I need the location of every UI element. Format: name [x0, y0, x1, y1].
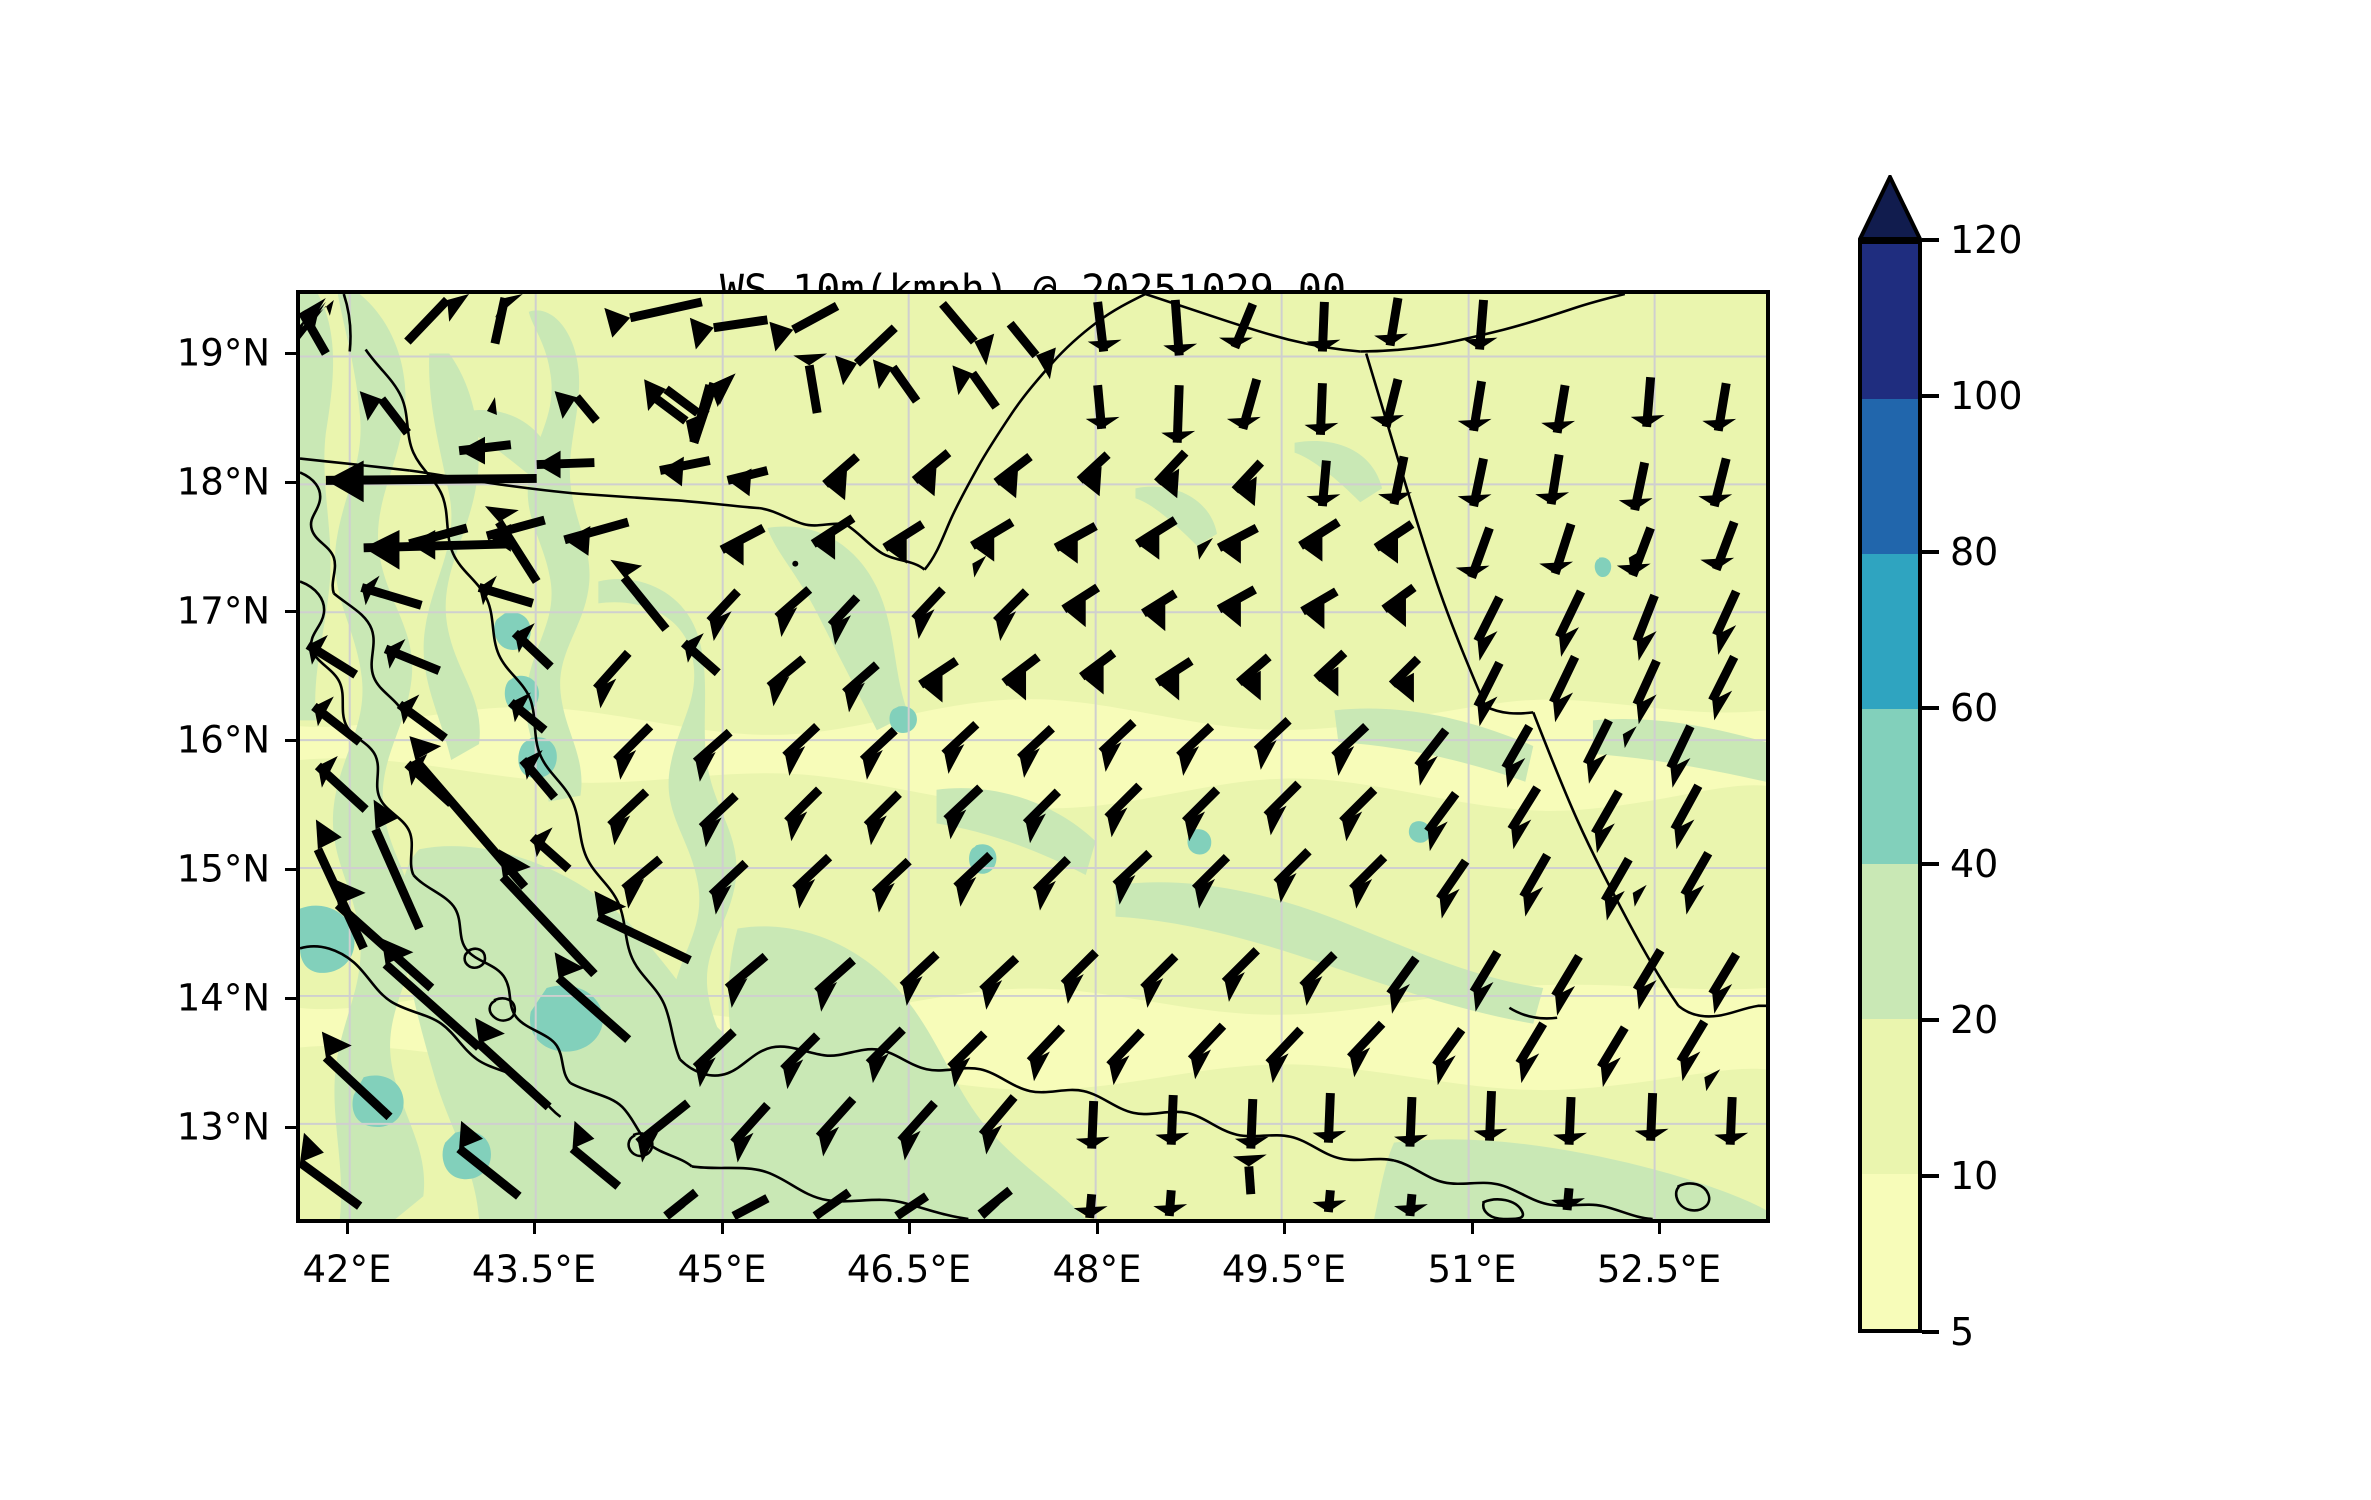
map-canvas [300, 294, 1766, 1219]
x-tick-label: 52.5°E [1596, 1248, 1722, 1291]
x-tickmark [533, 1223, 536, 1234]
colorbar: 120 100 80 60 40 20 10 5 [1858, 175, 2023, 1354]
colorbar-tickmark [1922, 1018, 1939, 1022]
colorbar-bands [1858, 240, 1922, 1333]
colorbar-tick-label: 80 [1950, 530, 1999, 574]
colorbar-extend-arrow [1858, 175, 1922, 241]
colorbar-band-40-60 [1862, 708, 1918, 864]
y-tickmark [285, 352, 296, 355]
wind-arrow [300, 299, 334, 340]
colorbar-tickmark [1922, 1330, 1939, 1334]
colorbar-tickmark [1922, 394, 1939, 398]
x-tick-label: 46.5°E [846, 1248, 972, 1291]
y-tickmark [285, 481, 296, 484]
x-tickmark [346, 1223, 349, 1234]
map-clip [300, 294, 1766, 1219]
colorbar-tickmark [1922, 1174, 1939, 1178]
y-tickmark [285, 739, 296, 742]
x-tickmark [1096, 1223, 1099, 1234]
colorbar-tick-label: 100 [1950, 374, 2023, 418]
y-tick-label: 18°N [176, 460, 270, 504]
colorbar-band-5-10 [1862, 1173, 1918, 1329]
x-tick-label: 45°E [677, 1248, 767, 1291]
colorbar-tickmark [1922, 706, 1939, 710]
colorbar-tick-label: 20 [1950, 998, 1999, 1042]
y-tickmark [285, 1126, 296, 1129]
x-tickmark [908, 1223, 911, 1234]
colorbar-band-80-100 [1862, 398, 1918, 554]
x-tick-label: 49.5°E [1221, 1248, 1347, 1291]
colorbar-tick-label: 120 [1950, 218, 2023, 262]
colorbar-band-20-40 [1862, 863, 1918, 1019]
x-tickmark [1658, 1223, 1661, 1234]
x-tick-label: 48°E [1052, 1248, 1142, 1291]
y-tickmark [285, 868, 296, 871]
colorbar-tickmark [1922, 862, 1939, 866]
x-tickmark [1471, 1223, 1474, 1234]
colorbar-tick-label: 40 [1950, 842, 1999, 886]
field-band-20-40 [300, 294, 1766, 1219]
colorbar-tickmark [1922, 238, 1939, 242]
y-tick-label: 13°N [176, 1105, 270, 1149]
y-tick-label: 16°N [176, 718, 270, 762]
y-tick-label: 17°N [176, 589, 270, 633]
colorbar-tick-label: 60 [1950, 686, 1999, 730]
x-tickmark [1283, 1223, 1286, 1234]
y-tick-label: 15°N [176, 847, 270, 891]
y-tickmark [285, 610, 296, 613]
x-tick-label: 43.5°E [471, 1248, 597, 1291]
wind-vector-field [300, 294, 1749, 1219]
colorbar-tickmark [1922, 550, 1939, 554]
y-tick-label: 14°N [176, 976, 270, 1020]
map-plot-area [296, 290, 1770, 1223]
colorbar-band-100-120 [1862, 244, 1918, 399]
colorbar-band-10-20 [1862, 1018, 1918, 1174]
y-tickmark [285, 997, 296, 1000]
map-gridlines [300, 294, 1766, 1219]
colorbar-tick-label: 10 [1950, 1154, 1999, 1198]
x-tickmark [721, 1223, 724, 1234]
x-tick-label: 51°E [1427, 1248, 1517, 1291]
colorbar-tick-label: 5 [1950, 1310, 1975, 1354]
x-tick-label: 42°E [302, 1248, 392, 1291]
colorbar-band-60-80 [1862, 553, 1918, 709]
y-tick-label: 19°N [176, 331, 270, 375]
wind-arrow-calm [486, 397, 1721, 1092]
